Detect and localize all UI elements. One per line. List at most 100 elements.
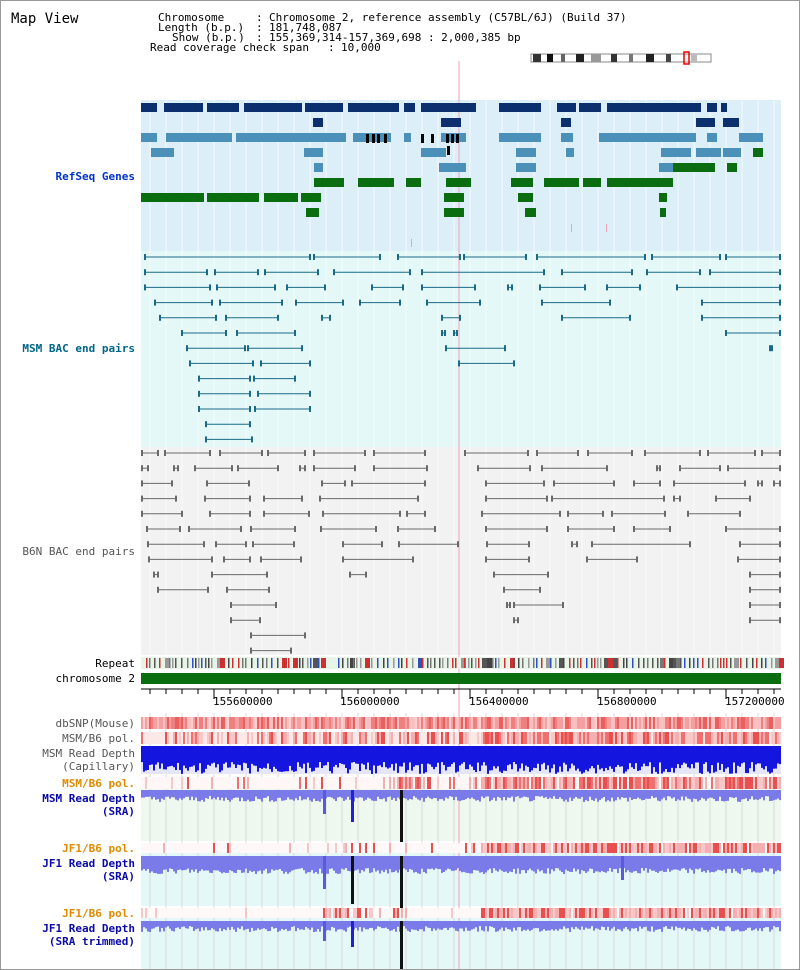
heat-cell — [673, 908, 675, 918]
heat-cell — [271, 717, 273, 729]
depth-bar — [709, 746, 711, 774]
depth-bar — [485, 790, 487, 797]
heat-cell — [659, 717, 661, 729]
heat-cell — [677, 777, 679, 789]
heat-cell — [471, 843, 473, 853]
heat-cell — [373, 717, 375, 729]
heat-cell — [773, 777, 775, 789]
depth-bar — [335, 856, 337, 874]
depth-bar — [229, 746, 231, 768]
heat-cell — [771, 717, 773, 729]
b6n-bac-end — [613, 526, 615, 532]
depth-bar — [293, 746, 295, 772]
depth-bar — [761, 921, 763, 932]
heat-cell — [609, 908, 611, 918]
gene-exon — [366, 134, 369, 143]
heat-cell — [527, 908, 529, 918]
depth-bar — [311, 746, 313, 772]
heat-cell — [673, 732, 675, 744]
heat-cell — [647, 777, 649, 789]
heat-cell — [649, 717, 651, 729]
heat-cell — [581, 908, 583, 918]
depth-bar — [195, 856, 197, 870]
heat-cell — [177, 717, 179, 729]
depth-bar — [499, 856, 501, 870]
heat-cell — [567, 777, 569, 789]
heat-cell — [271, 732, 273, 744]
heat-cell — [701, 717, 703, 729]
heat-cell — [375, 717, 377, 729]
b6n-bac-end — [320, 526, 322, 532]
repeat-element — [689, 658, 691, 668]
heat-cell — [765, 717, 767, 729]
depth-bar — [363, 856, 365, 872]
heat-cell — [363, 717, 365, 729]
depth-bar — [331, 790, 333, 798]
depth-bar — [419, 921, 421, 930]
depth-bar — [691, 746, 693, 765]
b6n-bac-end — [398, 541, 400, 548]
depth-bar — [363, 746, 365, 765]
depth-bar — [275, 790, 277, 802]
b6n-bac-end — [250, 647, 252, 654]
heat-cell — [531, 908, 533, 918]
depth-bar — [321, 746, 323, 769]
heat-cell — [501, 777, 503, 789]
depth-bar — [723, 746, 725, 772]
depth-bar — [495, 746, 497, 769]
heat-cell — [513, 732, 515, 744]
axis-tick-label: 156400000 — [469, 695, 529, 708]
heat-cell — [165, 732, 167, 744]
depth-bar — [193, 921, 195, 931]
depth-bar — [177, 921, 179, 928]
depth-bar — [223, 856, 225, 873]
depth-bar — [301, 856, 303, 869]
repeat-element — [350, 658, 355, 668]
depth-bar — [775, 856, 777, 872]
depth-bar — [247, 746, 249, 769]
msm-bac-end — [543, 269, 545, 276]
heat-cell — [625, 732, 627, 744]
heat-cell — [723, 717, 725, 729]
repeat-element — [638, 658, 640, 668]
heat-cell — [655, 777, 657, 789]
msm-bac-end — [719, 254, 721, 260]
heat-cell — [393, 908, 395, 918]
heat-cell — [613, 843, 615, 853]
heat-cell — [249, 717, 251, 729]
depth-bar — [627, 790, 629, 802]
heat-cell — [393, 717, 395, 729]
depth-bar — [427, 746, 429, 764]
repeat-element — [422, 658, 424, 668]
heat-cell — [305, 717, 307, 729]
depth-bar — [195, 746, 197, 772]
depth-bar — [505, 790, 507, 801]
gene-feature — [499, 133, 541, 142]
heat-cell — [711, 732, 713, 744]
heat-cell — [601, 777, 603, 789]
heat-cell — [627, 843, 629, 853]
heat-cell — [697, 777, 699, 789]
depth-bar — [521, 746, 523, 764]
heat-cell — [267, 717, 269, 729]
depth-bar — [273, 790, 275, 802]
heat-cell — [685, 777, 687, 789]
heat-cell — [705, 777, 707, 789]
depth-bar — [763, 746, 765, 770]
depth-bar — [771, 921, 773, 930]
depth-bar — [489, 856, 491, 869]
depth-bar — [623, 790, 625, 798]
depth-bar — [389, 921, 391, 931]
heat-cell — [721, 732, 723, 744]
b6n-bac-end — [147, 541, 149, 548]
msm-bac-end — [247, 345, 249, 352]
heat-cell — [197, 732, 199, 744]
depth-bar — [587, 746, 589, 772]
heat-cell — [535, 908, 537, 918]
heat-cell — [559, 732, 561, 744]
msm-bac-end — [676, 284, 678, 291]
depth-bar — [497, 921, 499, 932]
heat-cell — [455, 717, 457, 729]
depth-bar — [535, 790, 537, 797]
